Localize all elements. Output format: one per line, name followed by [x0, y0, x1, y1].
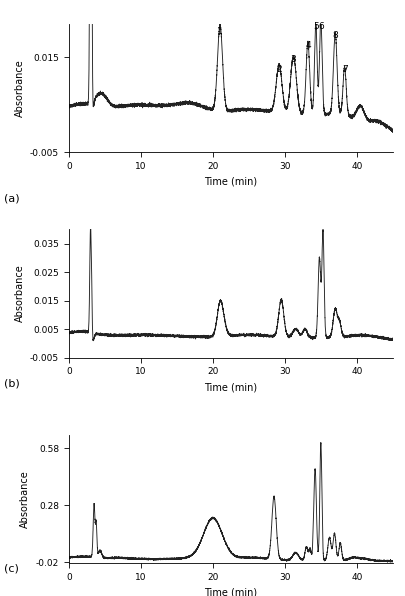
Text: (b): (b) — [4, 378, 20, 389]
Text: 6: 6 — [318, 22, 324, 31]
Y-axis label: Absorbance: Absorbance — [15, 265, 24, 322]
Text: 8: 8 — [333, 32, 338, 41]
Text: 2: 2 — [276, 65, 282, 74]
Text: 1: 1 — [217, 27, 223, 36]
Text: (a): (a) — [4, 194, 20, 204]
X-axis label: Time (min): Time (min) — [204, 176, 258, 187]
Text: (c): (c) — [4, 563, 19, 573]
Text: 4: 4 — [305, 41, 311, 50]
Text: 3: 3 — [291, 55, 296, 64]
Text: 5: 5 — [313, 22, 319, 31]
X-axis label: Time (min): Time (min) — [204, 382, 258, 392]
Text: 7: 7 — [342, 65, 347, 74]
Y-axis label: Absorbance: Absorbance — [15, 59, 24, 117]
X-axis label: Time (min): Time (min) — [204, 588, 258, 596]
Y-axis label: Absorbance: Absorbance — [20, 470, 30, 528]
